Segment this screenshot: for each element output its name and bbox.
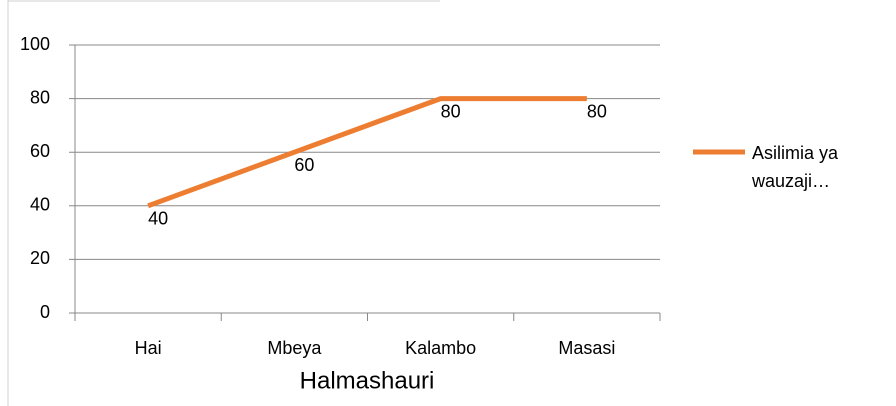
data-label: 80: [441, 101, 461, 121]
legend-label: Asilimia ya wauzaji…: [752, 143, 839, 191]
y-tick-label: 20: [30, 248, 50, 268]
data-label: 80: [587, 101, 607, 121]
y-tick-label: 80: [30, 87, 50, 107]
y-tick-label: 100: [20, 34, 50, 54]
y-tick-label: 60: [30, 141, 50, 161]
data-label: 60: [294, 155, 314, 175]
y-tick-label: 40: [30, 195, 50, 215]
y-tick-label: 0: [40, 302, 50, 322]
data-label: 40: [148, 209, 168, 229]
series-line: [147, 96, 587, 209]
x-tick-label: Mbeya: [267, 338, 322, 358]
x-tick-label: Masasi: [558, 338, 615, 358]
x-tick-label: Kalambo: [405, 338, 476, 358]
x-axis-title: Halmashauri: [300, 367, 435, 394]
x-tick-label: Hai: [135, 338, 162, 358]
